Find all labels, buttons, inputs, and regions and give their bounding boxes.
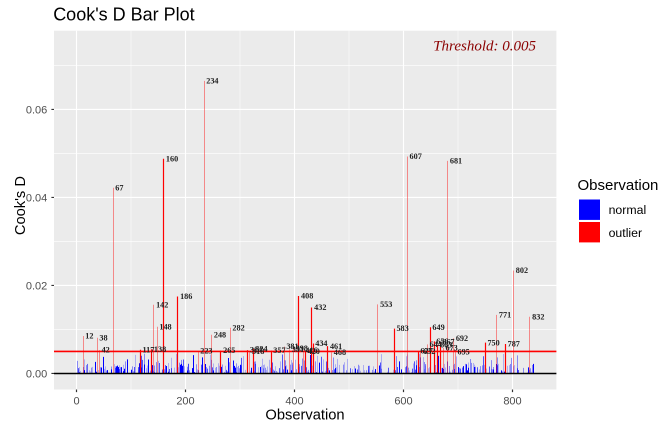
svg-text:400: 400	[285, 396, 303, 408]
svg-text:583: 583	[396, 324, 408, 333]
svg-text:200: 200	[176, 396, 194, 408]
svg-text:142: 142	[156, 300, 168, 309]
svg-text:160: 160	[166, 154, 178, 163]
svg-text:632: 632	[423, 347, 435, 356]
svg-text:432: 432	[314, 303, 326, 312]
svg-text:391: 391	[292, 345, 304, 354]
svg-text:Threshold: 0.005: Threshold: 0.005	[433, 39, 536, 55]
svg-text:408: 408	[301, 292, 313, 301]
svg-text:627: 627	[420, 347, 432, 356]
svg-text:644: 644	[430, 340, 442, 349]
svg-text:282: 282	[232, 323, 244, 332]
svg-text:138: 138	[154, 345, 166, 354]
svg-text:0: 0	[73, 396, 79, 408]
svg-text:234: 234	[206, 76, 218, 85]
svg-text:186: 186	[180, 292, 192, 301]
svg-text:38: 38	[99, 333, 107, 342]
svg-text:802: 802	[516, 266, 528, 275]
svg-text:416: 416	[305, 346, 317, 355]
svg-text:553: 553	[380, 300, 392, 309]
svg-text:42: 42	[102, 346, 110, 355]
svg-text:0.00: 0.00	[26, 368, 47, 380]
svg-text:681: 681	[450, 157, 462, 166]
svg-text:673: 673	[445, 344, 457, 353]
svg-text:771: 771	[499, 311, 511, 320]
svg-text:468: 468	[334, 348, 346, 357]
svg-text:787: 787	[508, 340, 520, 349]
svg-text:324: 324	[255, 344, 267, 353]
svg-text:Cook's D: Cook's D	[13, 176, 29, 235]
svg-text:148: 148	[159, 322, 171, 331]
svg-text:800: 800	[503, 396, 521, 408]
svg-text:0.06: 0.06	[26, 104, 47, 116]
svg-text:314: 314	[250, 346, 262, 355]
svg-text:outlier: outlier	[609, 226, 643, 240]
svg-text:Observation: Observation	[265, 408, 344, 424]
svg-text:12: 12	[85, 332, 93, 341]
svg-text:420: 420	[308, 347, 320, 356]
svg-text:Observation: Observation	[578, 177, 659, 194]
svg-text:0.04: 0.04	[26, 192, 47, 204]
svg-text:381: 381	[286, 342, 298, 351]
svg-text:695: 695	[457, 347, 469, 356]
svg-text:750: 750	[487, 338, 499, 347]
svg-text:649: 649	[432, 323, 444, 332]
svg-text:434: 434	[315, 339, 327, 348]
svg-text:607: 607	[410, 152, 422, 161]
svg-text:67: 67	[115, 183, 123, 192]
svg-text:117: 117	[142, 345, 154, 354]
svg-text:normal: normal	[609, 203, 647, 217]
svg-text:318: 318	[252, 347, 264, 356]
svg-text:692: 692	[456, 334, 468, 343]
svg-text:656: 656	[436, 337, 448, 346]
svg-text:248: 248	[214, 330, 226, 339]
svg-text:667: 667	[442, 337, 454, 346]
svg-text:398: 398	[296, 344, 308, 353]
svg-text:223: 223	[200, 347, 212, 356]
svg-text:357: 357	[273, 346, 285, 355]
svg-text:832: 832	[532, 312, 544, 321]
svg-text:461: 461	[330, 342, 342, 351]
svg-text:265: 265	[223, 346, 235, 355]
svg-text:663: 663	[440, 340, 452, 349]
svg-text:600: 600	[394, 396, 412, 408]
svg-text:0.02: 0.02	[26, 280, 47, 292]
svg-text:Cook's D Bar Plot: Cook's D Bar Plot	[53, 4, 195, 24]
